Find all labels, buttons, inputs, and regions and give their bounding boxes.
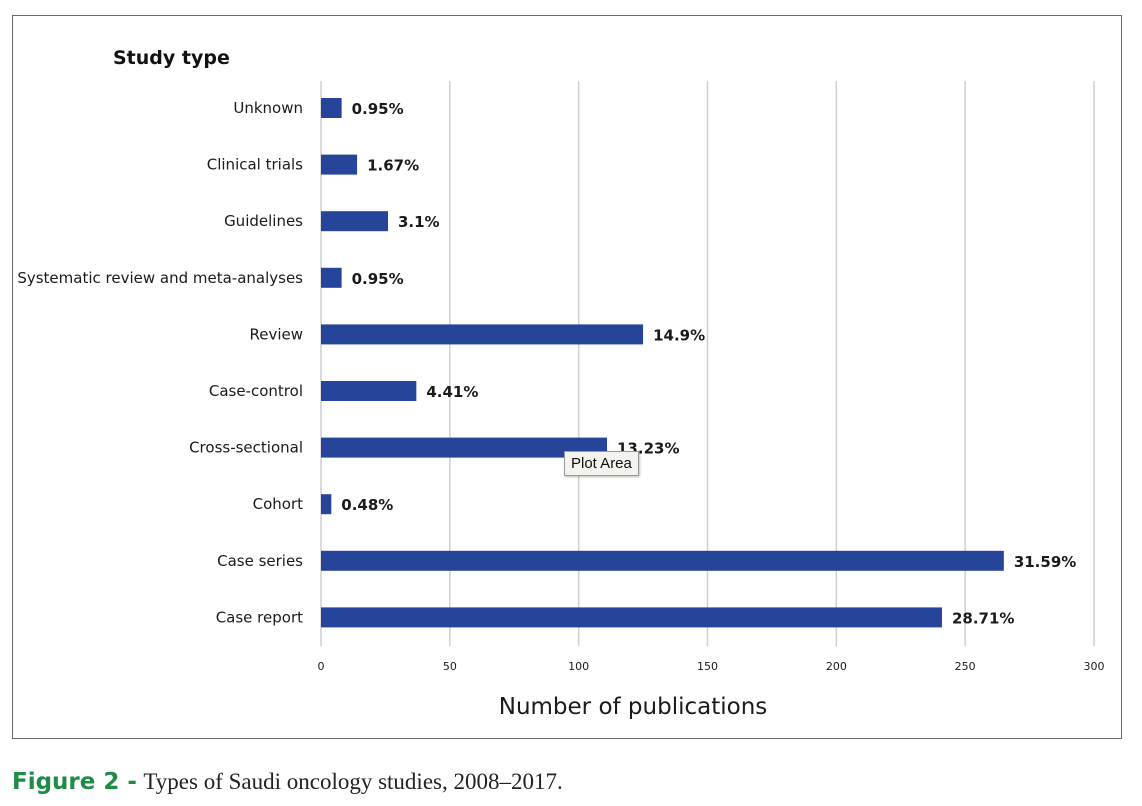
x-axis-title: Number of publications	[499, 694, 768, 720]
data-labels: 0.95%1.67%3.1%0.95%14.9%4.41%13.23%0.48%…	[341, 100, 1076, 627]
plot-area-tooltip: Plot Area	[564, 451, 639, 476]
bar-cross-sectional	[321, 437, 608, 458]
category-label: Clinical trials	[207, 156, 303, 174]
category-label: Unknown	[233, 99, 303, 117]
group-title: Study type	[113, 47, 230, 69]
gridlines	[320, 81, 1095, 646]
chart-frame: Study type Unknown Clinical trials Guideli…	[12, 15, 1122, 739]
data-label: 0.95%	[352, 270, 404, 288]
x-tick-250: 250	[955, 660, 976, 673]
data-label: 1.67%	[367, 157, 419, 175]
category-label: Review	[249, 325, 303, 343]
data-label: 0.95%	[352, 100, 404, 118]
x-tick-100: 100	[568, 660, 589, 673]
bar-clinical-trials	[321, 154, 358, 175]
bar-review	[321, 324, 644, 345]
bar-case-series	[321, 550, 1004, 571]
data-label: 14.9%	[653, 326, 705, 344]
x-tick-labels: 0 50 100 150 200 250 300	[318, 660, 1105, 673]
category-label: Case report	[216, 608, 303, 626]
bar-systematic-review-and-meta-analyses	[321, 267, 342, 288]
bars	[321, 98, 1004, 628]
category-label: Cross-sectional	[189, 439, 303, 457]
bar-unknown	[321, 98, 342, 118]
x-tick-50: 50	[443, 660, 457, 673]
data-label: 28.71%	[952, 609, 1014, 627]
bar-chart: Study type Unknown Clinical trials Guideli…	[17, 47, 1105, 720]
data-label: 4.41%	[426, 383, 478, 401]
category-label: Cohort	[253, 495, 304, 513]
data-label: 3.1%	[398, 213, 440, 231]
category-labels: Unknown Clinical trials Guidelines Systemat…	[17, 99, 303, 626]
x-tick-300: 300	[1084, 660, 1105, 673]
bar-case-report	[321, 607, 942, 628]
figure-caption: Figure 2 - Types of Saudi oncology studi…	[12, 768, 563, 795]
data-label: 0.48%	[341, 496, 393, 514]
bar-guidelines	[321, 211, 388, 232]
x-tick-0: 0	[318, 660, 325, 673]
x-tick-200: 200	[826, 660, 847, 673]
category-label: Systematic review and meta-analyses	[17, 269, 303, 287]
category-label: Case-control	[209, 382, 303, 400]
x-tick-150: 150	[697, 660, 718, 673]
caption-text: Types of Saudi oncology studies, 2008–20…	[143, 769, 563, 794]
category-label: Case series	[217, 552, 303, 570]
caption-label: Figure 2 -	[12, 769, 137, 795]
bar-cohort	[321, 494, 332, 515]
category-label: Guidelines	[224, 212, 303, 230]
data-label: 31.59%	[1014, 553, 1076, 571]
bar-case-control	[321, 381, 417, 401]
